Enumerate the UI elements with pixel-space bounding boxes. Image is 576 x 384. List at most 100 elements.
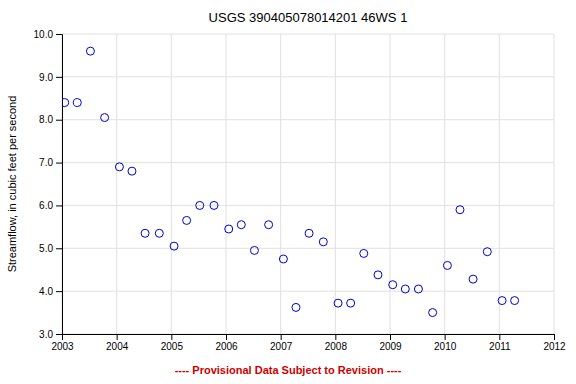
tick-label: 10.0 xyxy=(34,29,54,40)
point xyxy=(73,99,81,107)
tick-label: 6.0 xyxy=(39,200,53,211)
tick-label: 2009 xyxy=(379,341,402,352)
point xyxy=(250,246,258,254)
point xyxy=(511,297,519,305)
tick: 2009 xyxy=(379,334,402,352)
point xyxy=(456,206,464,214)
grid-line xyxy=(499,34,500,334)
grid-line xyxy=(62,205,554,206)
tick: 3.0 xyxy=(39,329,62,340)
tick: 5.0 xyxy=(39,243,62,254)
tick-label: 2004 xyxy=(106,341,129,352)
grid-line xyxy=(62,76,554,77)
grid-line xyxy=(62,291,554,292)
tick-label: 9.0 xyxy=(39,72,53,83)
point xyxy=(401,285,409,293)
grid-line xyxy=(335,34,336,334)
tick-mark xyxy=(56,120,62,121)
tick: 8.0 xyxy=(39,114,62,125)
tick-mark xyxy=(281,334,282,340)
grid-line xyxy=(444,34,445,334)
point xyxy=(265,221,273,229)
tick: 2011 xyxy=(489,334,511,352)
tick-mark xyxy=(56,291,62,292)
tick-mark xyxy=(56,163,62,164)
tick-mark xyxy=(56,334,62,335)
point xyxy=(196,201,204,209)
point xyxy=(279,255,287,263)
tick: 4.0 xyxy=(39,286,62,297)
point xyxy=(170,242,178,250)
point xyxy=(319,238,327,246)
grid-line xyxy=(280,34,281,334)
tick: 6.0 xyxy=(39,200,62,211)
grid-line xyxy=(171,34,172,334)
tick-mark xyxy=(499,334,500,340)
y-axis-title: Streamflow, in cubic feet per second xyxy=(6,96,18,273)
point xyxy=(292,303,300,311)
grid-line xyxy=(62,248,554,249)
grid-line xyxy=(62,34,554,35)
tick: 9.0 xyxy=(39,72,62,83)
x-axis: 2003 2004 2005 2006 2007 2008 2009 2010 2011 2012 xyxy=(51,334,566,352)
tick: 2006 xyxy=(215,334,238,352)
annotation: ---- Provisional Data Subject to Revisio… xyxy=(175,364,402,376)
tick-label: 8.0 xyxy=(39,114,53,125)
tick: 2008 xyxy=(325,334,348,352)
tick: 10.0 xyxy=(34,29,62,40)
tick-mark xyxy=(56,77,62,78)
point xyxy=(62,99,69,107)
tick: 2012 xyxy=(543,334,566,352)
tick-mark xyxy=(171,334,172,340)
tick-label: 2010 xyxy=(434,341,457,352)
grid-line xyxy=(116,34,117,334)
grid-line xyxy=(62,119,554,120)
tick-label: 2003 xyxy=(51,341,74,352)
tick-mark xyxy=(390,334,391,340)
grid-line xyxy=(390,34,391,334)
point xyxy=(443,261,451,269)
tick-label: 2012 xyxy=(543,341,566,352)
tick-label: 2008 xyxy=(325,341,348,352)
tick-mark xyxy=(335,334,336,340)
tick-label: 2011 xyxy=(489,341,511,352)
point xyxy=(183,216,191,224)
tick: 2005 xyxy=(161,334,184,352)
tick-mark xyxy=(554,334,555,340)
point xyxy=(210,201,218,209)
grid xyxy=(62,34,554,334)
point xyxy=(414,285,422,293)
tick-label: 4.0 xyxy=(39,286,53,297)
tick-mark xyxy=(445,334,446,340)
y-axis: 3.0 4.0 5.0 6.0 7.0 8.0 9.0 10.0 xyxy=(34,29,63,340)
tick-mark xyxy=(56,34,62,35)
axis-line xyxy=(56,35,63,335)
tick: 2004 xyxy=(106,334,129,352)
point xyxy=(128,167,136,175)
tick-mark xyxy=(56,248,62,249)
axis-line xyxy=(63,335,555,341)
tick-label: 2005 xyxy=(161,341,184,352)
title: USGS 390405078014201 46WS 1 xyxy=(209,10,408,25)
point xyxy=(374,271,382,279)
chart: 2003 2004 2005 2006 2007 2008 2009 2010 2011 2012… xyxy=(0,0,576,384)
point xyxy=(86,47,94,55)
point xyxy=(141,229,149,237)
point xyxy=(155,229,163,237)
point xyxy=(360,249,368,257)
point xyxy=(483,248,491,256)
tick-mark xyxy=(226,334,227,340)
grid-line xyxy=(62,162,554,163)
tick: 2007 xyxy=(270,334,293,352)
tick-label: 2006 xyxy=(215,341,238,352)
plot: 2003 2004 2005 2006 2007 2008 2009 2010 2011 2012… xyxy=(34,29,567,352)
tick: 2010 xyxy=(434,334,457,352)
tick: 2003 xyxy=(51,334,74,352)
tick-mark xyxy=(56,205,62,206)
point xyxy=(237,221,245,229)
point xyxy=(115,163,123,171)
tick: 7.0 xyxy=(39,157,62,168)
tick-label: 3.0 xyxy=(39,329,53,340)
point xyxy=(225,225,233,233)
point xyxy=(498,297,506,305)
